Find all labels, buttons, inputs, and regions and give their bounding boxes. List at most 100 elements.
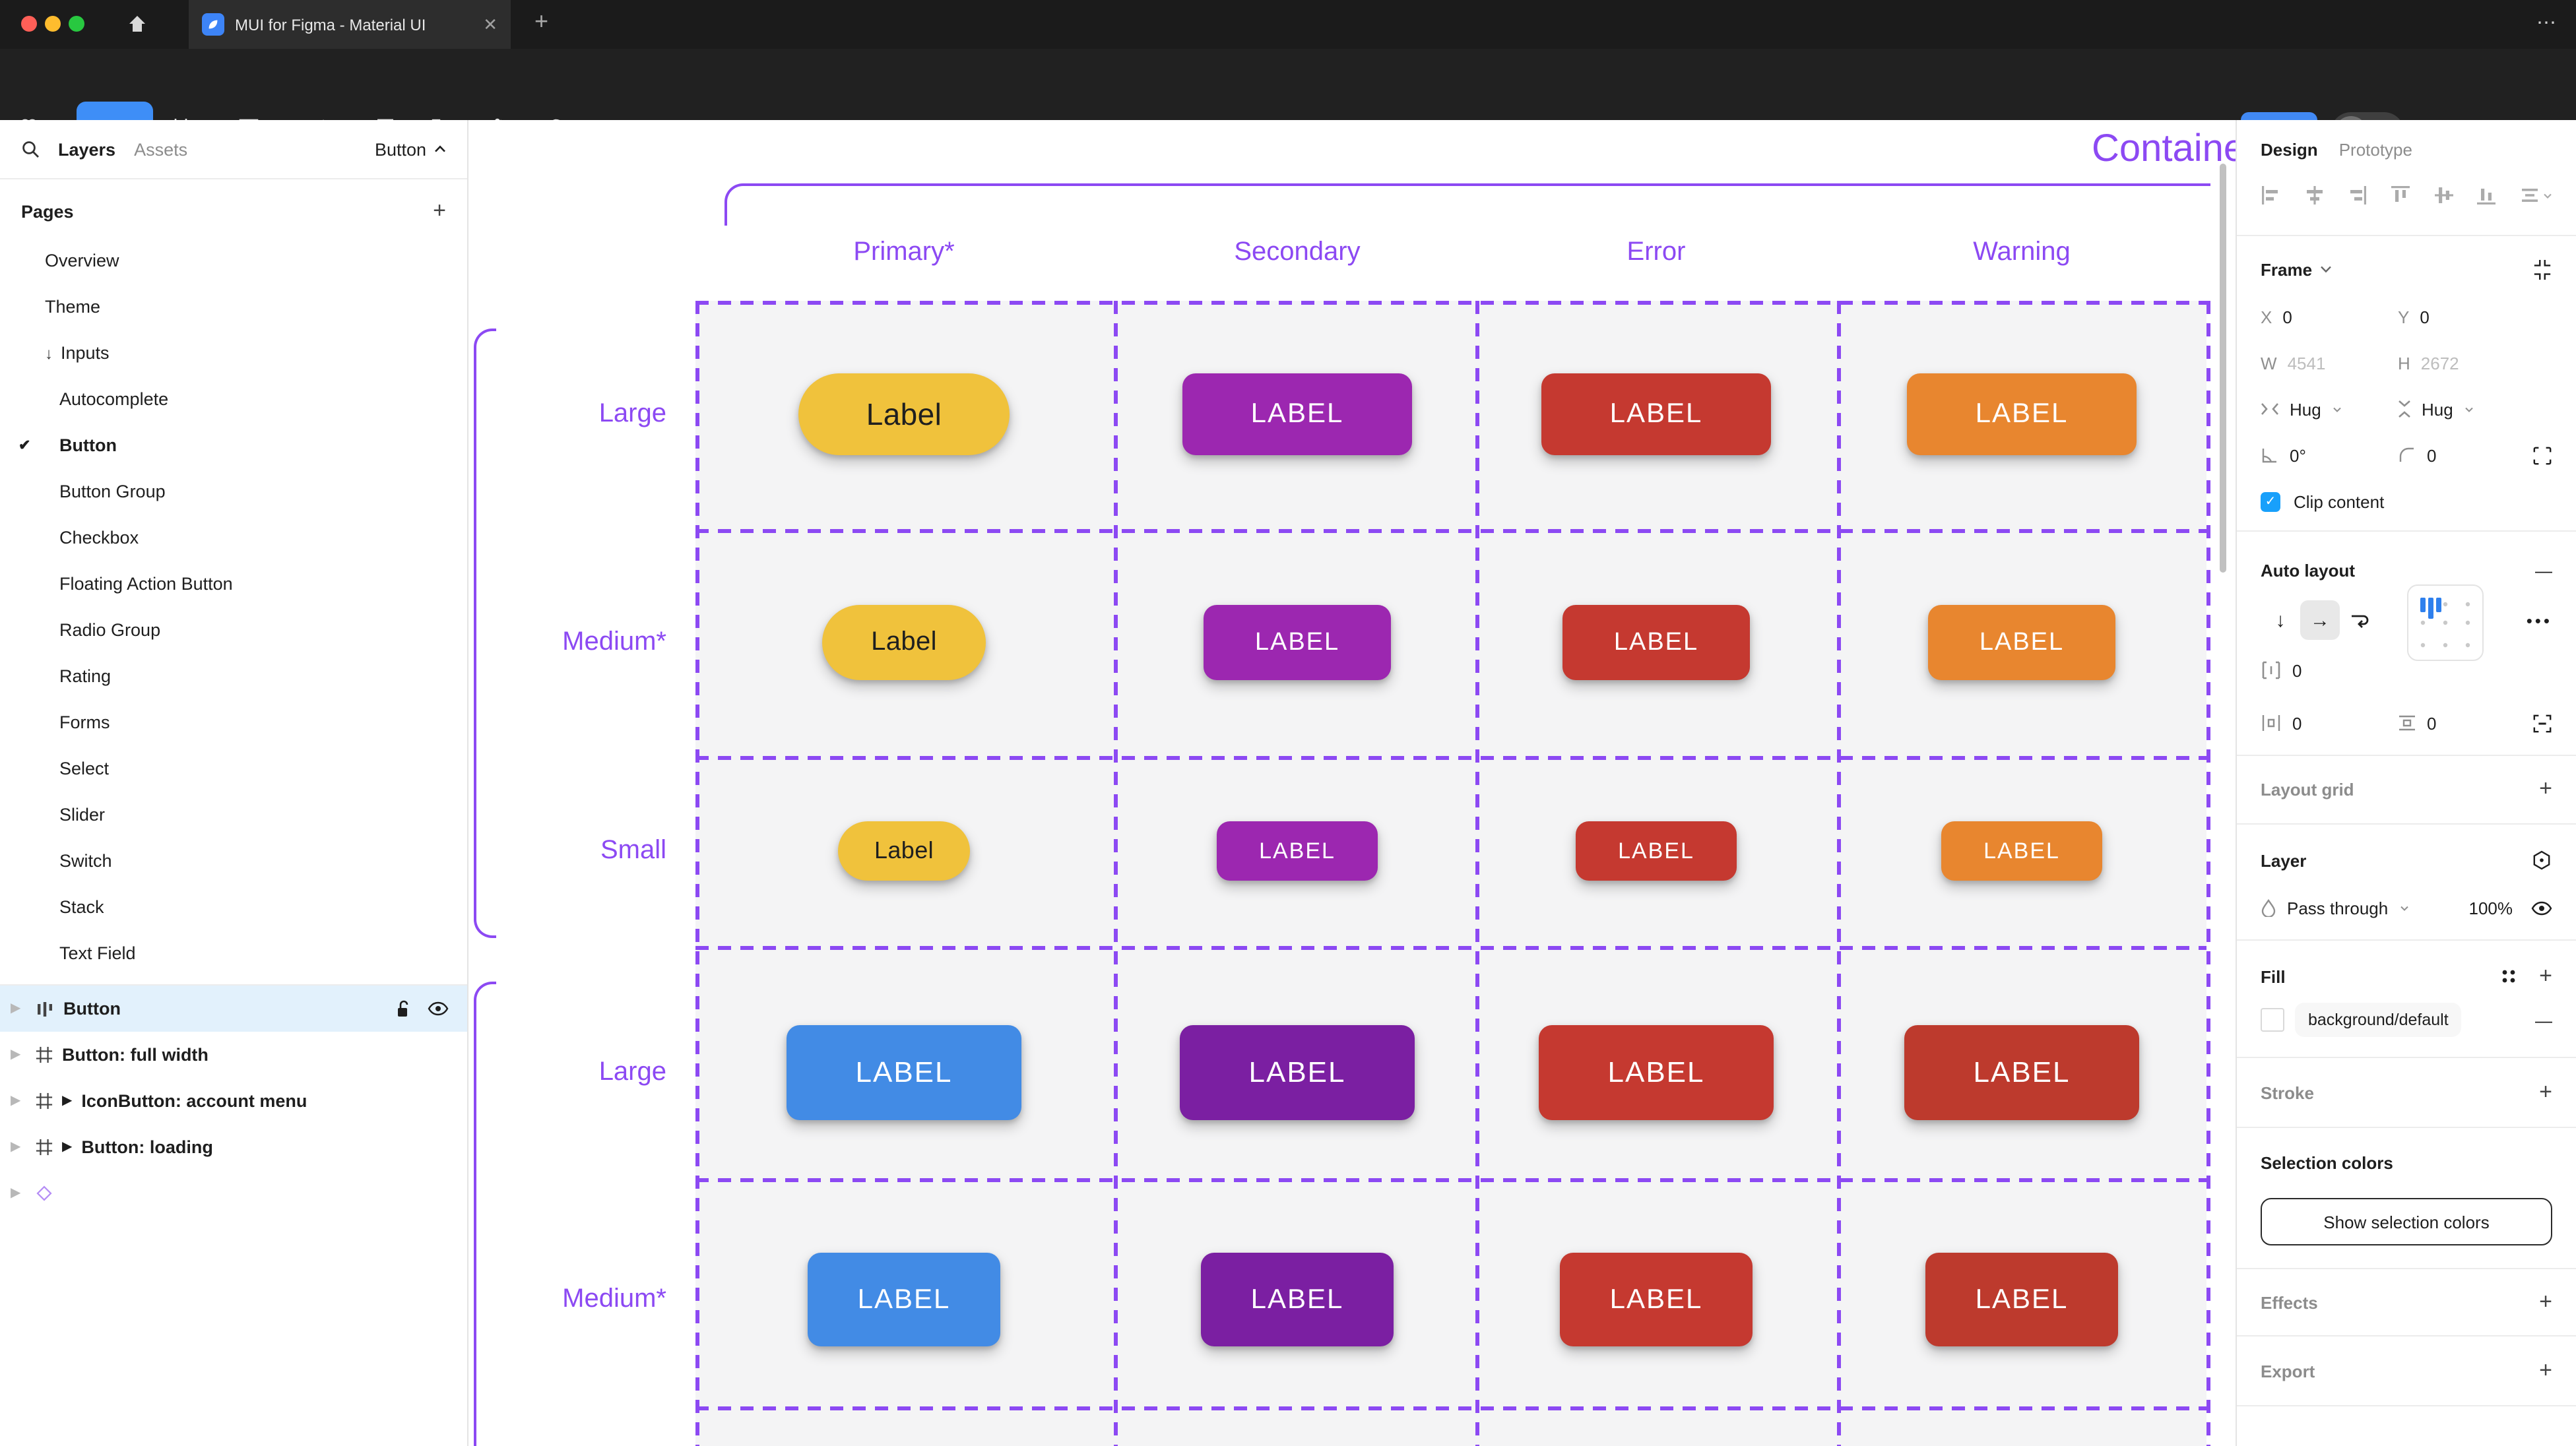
add-page-icon[interactable]: + <box>433 198 446 223</box>
add-fill-button[interactable]: + <box>2539 963 2552 988</box>
page-item-switch[interactable]: Switch <box>0 838 467 884</box>
row-label-large[interactable]: Large <box>598 399 666 428</box>
page-item-text-field[interactable]: Text Field <box>0 930 467 976</box>
layer-row-button-loading[interactable]: ▶ ▶ Button: loading <box>0 1124 467 1170</box>
page-item-button[interactable]: ✔ Button <box>0 422 467 468</box>
independent-padding-icon[interactable] <box>2532 713 2552 733</box>
align-bottom-icon[interactable] <box>2476 185 2497 206</box>
add-effect-button[interactable]: + <box>2539 1289 2552 1314</box>
canvas-scrollbar[interactable] <box>2220 164 2226 573</box>
canvas-button-error-small-2[interactable]: LABEL <box>1576 821 1737 881</box>
tab-design[interactable]: Design <box>2261 139 2318 159</box>
canvas-button-primary-large-0[interactable]: Label <box>798 373 1010 455</box>
expand-chevron-icon[interactable]: ▶ <box>11 1001 21 1016</box>
canvas-button-error-medium-4[interactable]: LABEL <box>1560 1253 1753 1346</box>
clip-content-label[interactable]: Clip content <box>2294 491 2385 511</box>
lock-open-icon[interactable] <box>395 999 412 1018</box>
canvas-button-primary-medium-1[interactable]: Label <box>822 605 986 680</box>
height-value-input[interactable]: 2672 <box>2420 353 2459 373</box>
x-value-input[interactable]: 0 <box>2282 307 2292 327</box>
show-selection-colors-button[interactable]: Show selection colors <box>2261 1198 2552 1245</box>
tab-prototype[interactable]: Prototype <box>2338 139 2412 159</box>
remove-auto-layout-button[interactable]: — <box>2535 560 2552 580</box>
canvas-button-error-large-0[interactable]: LABEL <box>1541 373 1771 455</box>
expand-chevron-icon[interactable]: ▶ <box>11 1094 21 1108</box>
column-header-primary[interactable]: Primary* <box>853 237 955 267</box>
page-item-inputs[interactable]: ↓ Inputs <box>0 330 467 376</box>
layer-row-button[interactable]: ▶ Button <box>0 986 467 1032</box>
remove-fill-button[interactable]: — <box>2535 1010 2552 1030</box>
layout-horizontal-button[interactable]: → <box>2300 600 2340 640</box>
alignment-widget[interactable] <box>2407 584 2484 661</box>
page-item-rating[interactable]: Rating <box>0 653 467 699</box>
layout-vertical-button[interactable]: ↓ <box>2275 609 2286 631</box>
window-more-icon[interactable]: ⋯ <box>2536 12 2558 34</box>
layer-row-iconbutton-account-menu[interactable]: ▶ ▶ IconButton: account menu <box>0 1078 467 1124</box>
canvas-button-secondary-medium-4[interactable]: LABEL <box>1201 1253 1394 1346</box>
window-zoom-button[interactable] <box>69 16 84 32</box>
width-value-input[interactable]: 4541 <box>2287 353 2326 373</box>
file-tab[interactable]: MUI for Figma - Material UI ✕ <box>189 0 511 49</box>
page-item-theme[interactable]: Theme <box>0 284 467 330</box>
layout-wrap-button[interactable] <box>2340 600 2379 640</box>
window-close-button[interactable] <box>21 16 37 32</box>
rotation-input[interactable]: 0° <box>2290 445 2306 465</box>
independent-corners-icon[interactable] <box>2532 445 2552 465</box>
row-label-large[interactable]: Large <box>598 1057 666 1086</box>
opacity-input[interactable]: 100% <box>2468 898 2513 918</box>
fill-color-swatch[interactable] <box>2261 1008 2284 1032</box>
align-horizontal-center-icon[interactable] <box>2303 185 2325 206</box>
frame-section-title[interactable]: Frame <box>2261 259 2313 279</box>
y-value-input[interactable]: 0 <box>2420 307 2430 327</box>
clip-content-checkbox[interactable]: ✓ <box>2261 491 2280 511</box>
canvas-button-error-large-3[interactable]: LABEL <box>1539 1025 1774 1120</box>
page-item-select[interactable]: Select <box>0 745 467 792</box>
section-title[interactable]: Contained <box>2092 128 2236 170</box>
page-item-radio-group[interactable]: Radio Group <box>0 607 467 653</box>
canvas-button-warning-large-0[interactable]: LABEL <box>1907 373 2137 455</box>
canvas-button-primary-small-2[interactable]: Label <box>838 821 970 881</box>
page-item-button-group[interactable]: Button Group <box>0 468 467 515</box>
page-selector[interactable]: Button <box>375 139 446 159</box>
corner-radius-input[interactable]: 0 <box>2427 445 2437 465</box>
distribute-menu-button[interactable] <box>2519 185 2552 206</box>
canvas-button-warning-small-2[interactable]: LABEL <box>1941 821 2102 881</box>
expand-chevron-icon[interactable]: ▶ <box>11 1186 21 1201</box>
page-item-slider[interactable]: Slider <box>0 792 467 838</box>
page-item-checkbox[interactable]: Checkbox <box>0 515 467 561</box>
canvas-button-warning-medium-1[interactable]: LABEL <box>1928 605 2115 680</box>
blend-mode-dropdown[interactable]: Pass through <box>2287 898 2389 918</box>
canvas-button-secondary-large-3[interactable]: LABEL <box>1180 1025 1415 1120</box>
canvas-button-warning-medium-4[interactable]: LABEL <box>1925 1253 2118 1346</box>
canvas-button-primary-large-3[interactable]: LABEL <box>787 1025 1021 1120</box>
blend-mode-icon[interactable] <box>2531 850 2552 871</box>
canvas-button-primary-medium-4[interactable]: LABEL <box>808 1253 1000 1346</box>
hug-height-dropdown[interactable]: Hug <box>2398 399 2535 419</box>
tab-layers[interactable]: Layers <box>58 139 116 159</box>
page-item-forms[interactable]: Forms <box>0 699 467 745</box>
tab-assets[interactable]: Assets <box>134 139 188 159</box>
gap-input[interactable]: 0 <box>2292 660 2302 680</box>
styles-icon[interactable] <box>2499 967 2518 986</box>
canvas-button-secondary-large-0[interactable]: LABEL <box>1182 373 1412 455</box>
expand-chevron-icon[interactable]: ▶ <box>11 1048 21 1062</box>
collapse-icon[interactable] <box>2532 259 2552 279</box>
eye-icon[interactable] <box>428 1001 449 1016</box>
chevron-down-icon[interactable] <box>2320 265 2332 273</box>
canvas-button-secondary-small-2[interactable]: LABEL <box>1217 821 1378 881</box>
page-item-floating-action-button[interactable]: Floating Action Button <box>0 561 467 607</box>
canvas-button-secondary-medium-1[interactable]: LABEL <box>1204 605 1391 680</box>
auto-layout-more-button[interactable]: ••• <box>2526 610 2552 630</box>
row-label-medium[interactable]: Medium* <box>562 627 666 656</box>
add-export-button[interactable]: + <box>2539 1358 2552 1383</box>
align-vertical-center-icon[interactable] <box>2433 185 2454 206</box>
expand-chevron-icon[interactable]: ▶ <box>11 1140 21 1154</box>
tab-close-icon[interactable]: ✕ <box>483 14 498 34</box>
canvas-button-warning-large-3[interactable]: LABEL <box>1904 1025 2139 1120</box>
vertical-padding-input[interactable]: 0 <box>2427 713 2437 733</box>
page-item-autocomplete[interactable]: Autocomplete <box>0 376 467 422</box>
add-layout-grid-button[interactable]: + <box>2539 776 2552 801</box>
eye-icon[interactable] <box>2531 900 2552 915</box>
column-header-warning[interactable]: Warning <box>1973 237 2071 267</box>
fill-style-chip[interactable]: background/default <box>2295 1003 2462 1037</box>
